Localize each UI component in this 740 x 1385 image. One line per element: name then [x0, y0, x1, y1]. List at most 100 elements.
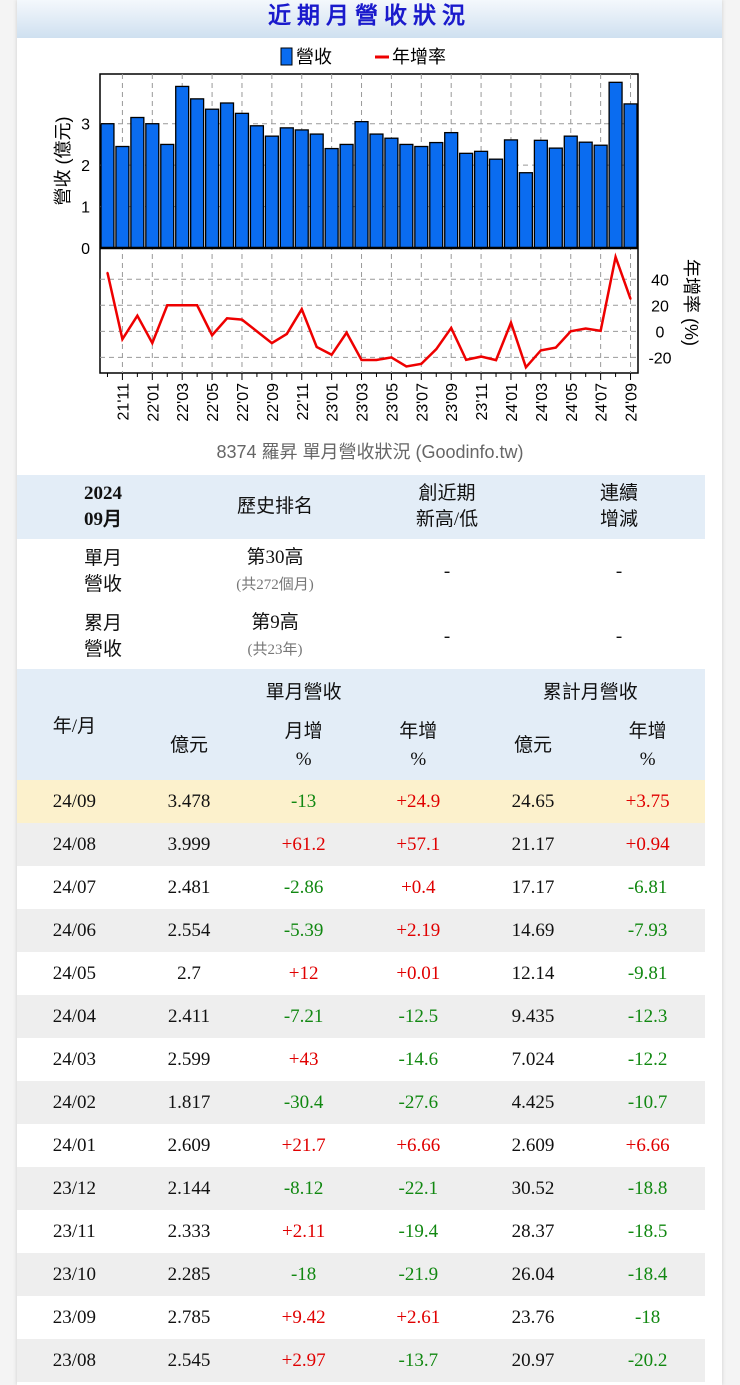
yoy-point-22/11: [300, 308, 303, 311]
revenue-panel: 近期月營收狀況 營收 年增率 0 1 2 3 -20 0 20 40 21'11 22'01 22'03…: [17, 0, 722, 1385]
yoy-point-22/08: [255, 330, 258, 333]
yoy-point-24/05: [569, 330, 572, 333]
table-cell: 2.144: [131, 1167, 247, 1210]
yoy-point-21/10: [106, 271, 109, 274]
yoy-point-23/02: [345, 331, 348, 334]
summary-header: 創近期 新高/低: [361, 475, 533, 539]
yoy-point-22/04: [196, 304, 199, 307]
x-tick-label: 22'09: [265, 383, 282, 422]
table-row: 23/08 2.545 +2.97 -13.7 20.97 -20.2: [17, 1339, 705, 1382]
x-tick-label: 22'05: [205, 383, 222, 422]
table-row: 24/07 2.481 -2.86 +0.4 17.17 -6.81: [17, 866, 705, 909]
yoy-point-23/12: [495, 359, 498, 362]
summary-header: 歷史排名: [189, 475, 361, 539]
table-cell: -19.4: [360, 1210, 476, 1253]
summary-cell: -: [615, 560, 623, 582]
table-cell: +3.75: [590, 780, 705, 823]
summary-header: 2024 09月: [17, 475, 189, 539]
bar-24/05: [563, 135, 578, 249]
y-tick-label: 1: [81, 200, 90, 217]
summary-cell: -: [443, 625, 451, 647]
table-cell: 20.97: [475, 1339, 591, 1382]
chart-caption: 8374 羅昇 單月營收狀況 (Goodinfo.tw): [216, 442, 523, 462]
bar-22/05: [204, 108, 220, 249]
col-header: 億元: [131, 712, 247, 780]
table-cell: 23/09: [17, 1296, 132, 1339]
table-cell: 28.37: [475, 1210, 591, 1253]
bar-24/02: [518, 172, 534, 249]
table-row: 24/03 2.599 +43 -14.6 7.024 -12.2: [17, 1038, 705, 1081]
summary-cell: 累月 營收: [83, 612, 122, 660]
summary-cell: -: [615, 625, 623, 647]
table-cell: 23/12: [17, 1167, 132, 1210]
summary-row: 累月 營收 第9高 (共23年) - -: [17, 604, 705, 669]
bar-24/06: [578, 141, 593, 249]
bar-24/04: [548, 147, 563, 249]
col-header: 年增%: [590, 712, 705, 780]
y-tick-label: 2: [81, 158, 90, 175]
yoy-point-22/02: [166, 304, 169, 307]
yoy-point-22/06: [226, 317, 229, 320]
yoy-point-24/01: [509, 321, 512, 324]
bar-21/12: [130, 116, 145, 249]
panel-title: 近期月營收狀況: [17, 0, 722, 38]
table-cell: -8.12: [246, 1167, 361, 1210]
table-cell: +0.01: [360, 952, 476, 995]
table-cell: -10.7: [590, 1081, 705, 1124]
table-row: 23/11 2.333 +2.11 -19.4 28.37 -18.5: [17, 1210, 705, 1253]
table-cell: -12.3: [590, 995, 705, 1038]
y-axis-label: 營收 (億元): [53, 117, 73, 206]
table-cell: +2.11: [246, 1210, 361, 1253]
table-cell: 24/01: [17, 1124, 132, 1167]
y-tick-label: 3: [81, 117, 90, 134]
table-cell: +12: [246, 952, 361, 995]
table-cell: -27.6: [360, 1081, 476, 1124]
table-cell: 2.411: [131, 995, 247, 1038]
table-cell: -18: [590, 1296, 705, 1339]
table-cell: 2.599: [131, 1038, 247, 1081]
table-cell: 17.17: [475, 866, 591, 909]
yoy-point-22/01: [151, 342, 154, 345]
table-cell: +6.66: [360, 1124, 476, 1167]
yoy-line: [106, 252, 632, 370]
yoy-point-22/05: [211, 334, 214, 337]
col-header: 億元: [475, 712, 591, 780]
summary-cell: -: [443, 560, 451, 582]
yoy-point-23/10: [465, 358, 468, 361]
yoy-point-23/07: [420, 362, 423, 365]
table-cell: 23/10: [17, 1253, 132, 1296]
table-cell: -12.5: [360, 995, 476, 1038]
table-cell: 9.435: [475, 995, 591, 1038]
bar-21/11: [115, 145, 130, 249]
yoy-point-24/07: [599, 329, 602, 332]
x-tick-label: 24'05: [564, 383, 581, 422]
legend-label-yoy: 年增率: [392, 47, 446, 67]
table-cell: -18.8: [590, 1167, 705, 1210]
table-cell: 2.481: [131, 866, 247, 909]
y2-tick-label: 20: [651, 298, 669, 315]
plot-area: [99, 73, 639, 374]
bar-23/11: [473, 150, 489, 249]
table-cell: -2.86: [246, 866, 361, 909]
table-cell: 2.785: [131, 1296, 247, 1339]
table-cell: 23.76: [475, 1296, 591, 1339]
bar-22/01: [145, 123, 160, 249]
x-tick-label: 23'11: [474, 383, 491, 421]
bar-23/01: [324, 147, 339, 249]
yoy-point-23/09: [450, 326, 453, 329]
table-cell: 24/06: [17, 909, 132, 952]
bar-24/07: [593, 144, 608, 249]
table-cell: -7.93: [590, 909, 705, 952]
yoy-point-21/11: [121, 338, 124, 341]
yoy-point-22/09: [270, 342, 273, 345]
bar-23/09: [444, 131, 459, 249]
summary-cell: 第9高 (共23年): [247, 612, 303, 658]
table-cell: 3.999: [131, 823, 247, 866]
yoy-point-24/04: [554, 346, 557, 349]
bar-22/07: [234, 112, 250, 249]
table-cell: 2.333: [131, 1210, 247, 1253]
table-cell: 24.65: [475, 780, 591, 823]
table-cell: 2.285: [131, 1253, 247, 1296]
table-cell: -13: [246, 780, 361, 823]
table-cell: +21.7: [246, 1124, 361, 1167]
